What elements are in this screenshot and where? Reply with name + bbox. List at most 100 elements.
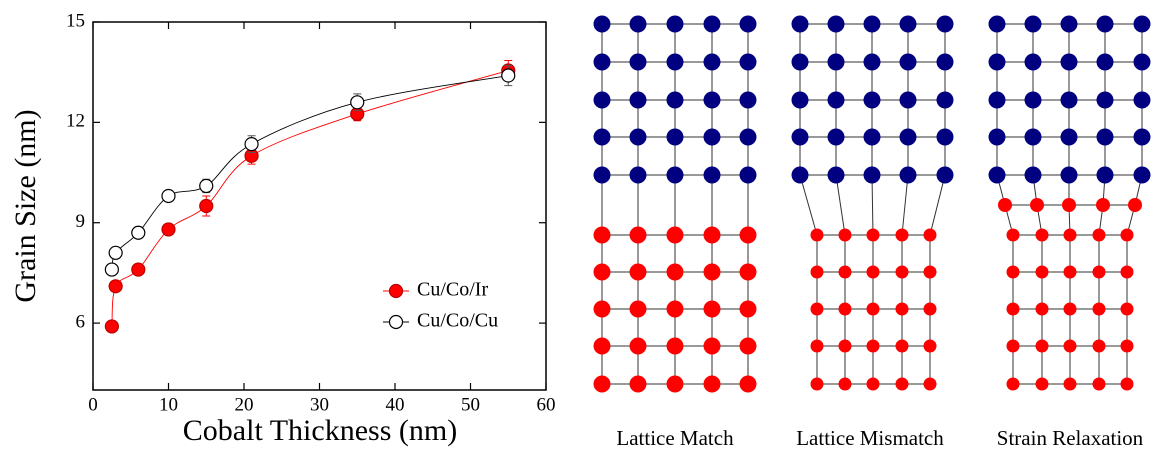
atom [791,128,809,146]
data-point [131,225,146,240]
atom [739,300,757,318]
atom [1006,377,1020,391]
atom [703,91,721,109]
atom [988,91,1006,109]
data-point [161,222,176,237]
atom [863,53,881,71]
data-point [131,262,146,277]
atom [899,53,917,71]
atom [593,53,611,71]
x-tick-label: 10 [159,394,178,415]
data-point [104,262,119,277]
data-point [199,198,214,214]
data-point [199,178,214,194]
atom [1096,15,1114,33]
atom [1062,198,1076,212]
atom [791,53,809,71]
bond [901,174,909,236]
legend-label: Cu/Co/Ir [417,279,488,301]
atom [1006,302,1020,316]
atom [899,15,917,33]
atom [988,166,1006,184]
atom [827,128,845,146]
atom [1096,128,1114,146]
atom [863,166,881,184]
atom [791,91,809,109]
atom [1120,265,1134,279]
data-point [108,279,123,294]
atom [1060,53,1078,71]
atom [666,263,684,281]
atom [1006,228,1020,242]
atom [895,228,909,242]
y-axis-label: Grain Size (nm) [9,109,42,302]
atom [1120,339,1134,353]
atom [1096,198,1110,212]
atom [827,91,845,109]
series-line [111,75,509,270]
atom [1120,228,1134,242]
atom [838,377,852,391]
atom [899,91,917,109]
atom [810,302,824,316]
atom [866,265,880,279]
atom [1024,166,1042,184]
atom [703,337,721,355]
legend-marker [388,283,404,299]
atom [988,53,1006,71]
lattice-diagram [593,15,1151,393]
atom [703,53,721,71]
atom [810,377,824,391]
panel-label: Lattice Match [616,426,734,450]
atom [1035,228,1049,242]
atom [739,53,757,71]
atom [866,339,880,353]
atom [629,53,647,71]
atom [703,375,721,393]
atom [838,265,852,279]
atom [810,339,824,353]
atom [666,337,684,355]
atom [1024,91,1042,109]
atom [703,226,721,244]
atom [791,15,809,33]
atom [838,339,852,353]
atom [666,53,684,71]
atom [899,128,917,146]
atom [1133,15,1151,33]
atom [1035,339,1049,353]
atom [703,300,721,318]
atom [739,91,757,109]
atom [866,228,880,242]
atom [1120,377,1134,391]
atom [629,263,647,281]
atom [988,15,1006,33]
x-tick-label: 20 [235,394,254,415]
atom [666,91,684,109]
atom [936,166,954,184]
atom [923,339,937,353]
atom [1063,302,1077,316]
atom [923,377,937,391]
atom [863,91,881,109]
y-tick-label: 15 [66,10,85,31]
data-point [501,68,516,83]
atom [1096,166,1114,184]
atom [593,300,611,318]
atom [1030,198,1044,212]
atom [923,265,937,279]
bond [799,174,818,236]
x-tick-label: 30 [310,394,329,415]
atom [593,226,611,244]
atom [739,166,757,184]
atom [1063,377,1077,391]
atom [895,339,909,353]
atom [1128,198,1142,212]
atom [1060,128,1078,146]
data-point [244,137,259,152]
atom [739,226,757,244]
x-tick-label: 40 [386,394,405,415]
atom [838,302,852,316]
atom [739,337,757,355]
atom [666,300,684,318]
